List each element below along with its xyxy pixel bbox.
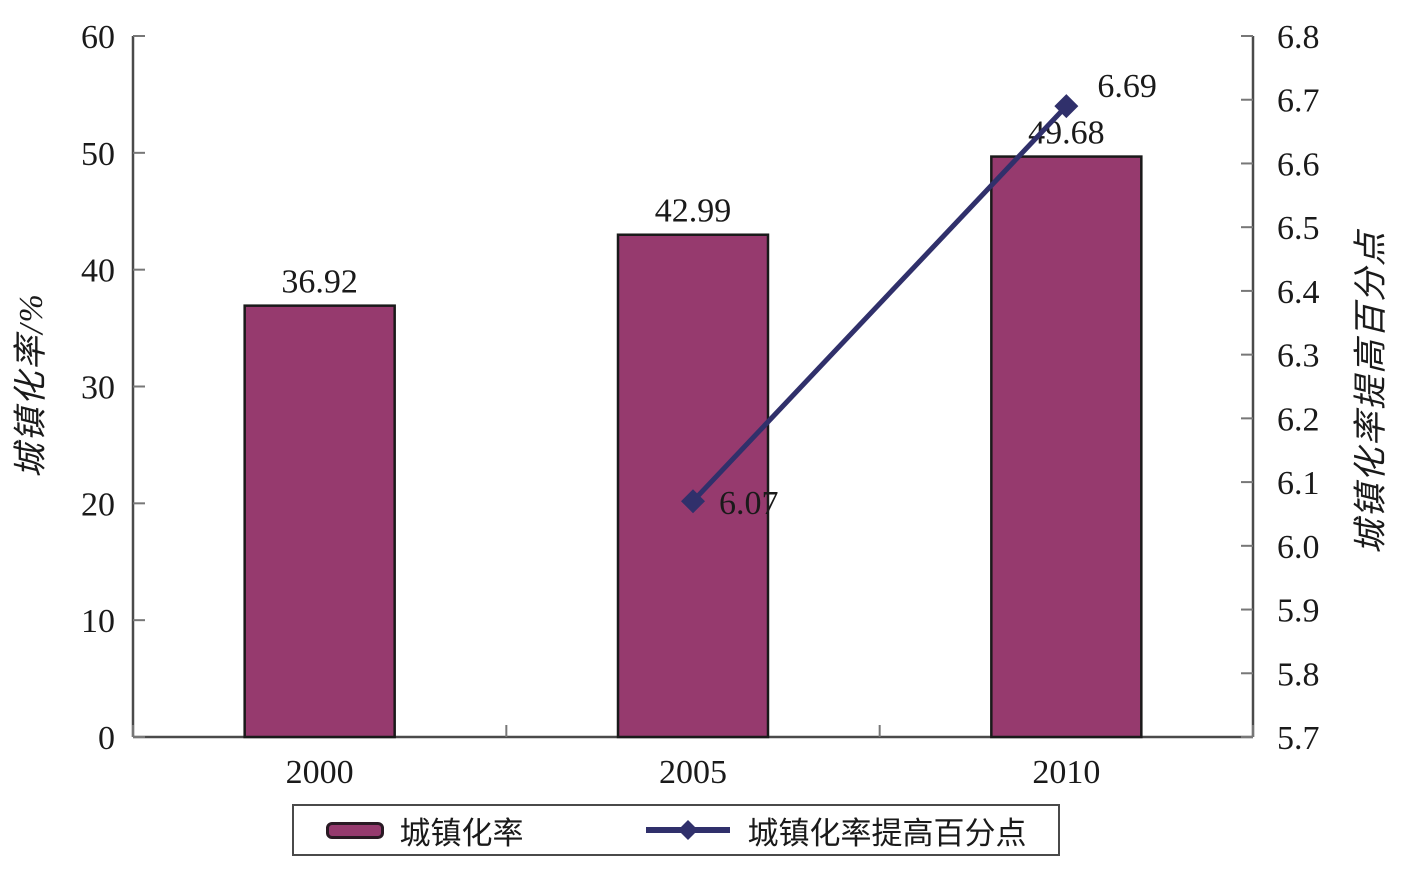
x-axis-tick-label: 2005 (659, 754, 727, 791)
right-axis-tick-label: 6.6 (1277, 146, 1320, 183)
bar-series-swatch (325, 821, 384, 839)
line-point-marker-2005 (681, 489, 705, 514)
right-axis-tick-label: 5.9 (1277, 593, 1320, 630)
left-axis-tick-label: 60 (81, 19, 115, 56)
line-point-marker-2010 (1054, 94, 1079, 119)
x-axis-tick-label: 2000 (286, 754, 354, 791)
legend-item-line-series: 城镇化率提高百分点 (644, 808, 1027, 853)
legend-item-bar-series: 城镇化率 (325, 808, 524, 853)
line-value-label-2010: 6.69 (1097, 68, 1157, 105)
right-axis-tick-label: 6.1 (1277, 465, 1320, 502)
right-axis-title: 城镇化率提高百分点 (1353, 228, 1390, 554)
line-series-swatch (645, 820, 730, 840)
left-axis-tick-label: 30 (81, 370, 115, 407)
right-axis-tick-label: 6.5 (1277, 210, 1320, 247)
right-axis-tick-label: 6.7 (1277, 83, 1320, 120)
right-axis-tick-label: 5.7 (1277, 720, 1320, 757)
legend-label-line-series: 城镇化率提高百分点 (747, 815, 1027, 851)
line-series-path (691, 104, 1069, 503)
legend: 城镇化率 城镇化率提高百分点 (292, 804, 1060, 856)
x-axis-tick-label: 2010 (1032, 754, 1100, 791)
left-axis-title: 城镇化率/% (13, 292, 50, 478)
right-axis-tick-label: 5.8 (1277, 656, 1320, 693)
left-axis-tick-label: 40 (81, 253, 115, 290)
bar-2010 (990, 155, 1143, 739)
bar-2000 (243, 304, 396, 739)
bar-value-label-2005: 42.99 (655, 193, 732, 230)
legend-diamond-marker (677, 820, 698, 840)
left-axis-tick-label: 0 (98, 720, 115, 757)
line-value-label-2005: 6.07 (719, 485, 779, 522)
left-axis-tick-label: 10 (81, 603, 115, 640)
bar-2005 (616, 233, 770, 739)
right-axis-tick-label: 6.8 (1277, 19, 1320, 56)
right-axis-tick-label: 6.3 (1277, 338, 1320, 375)
right-axis-tick-label: 6.0 (1277, 529, 1320, 566)
left-axis-tick-label: 50 (81, 136, 115, 173)
left-axis-tick-label: 20 (81, 486, 115, 523)
right-axis-tick-label: 6.4 (1277, 274, 1320, 311)
legend-label-bar-series: 城镇化率 (399, 815, 524, 851)
bar-value-label-2000: 36.92 (281, 264, 358, 301)
right-axis-tick-label: 6.2 (1277, 401, 1320, 438)
